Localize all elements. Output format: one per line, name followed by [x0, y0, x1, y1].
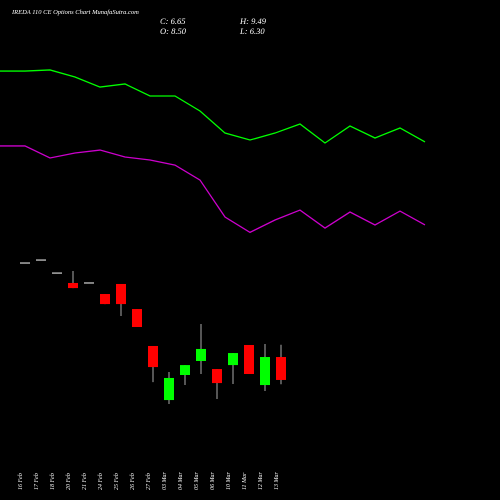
- readout: H: 9.49: [239, 16, 267, 26]
- x-tick-label: 03 Mar: [162, 472, 168, 490]
- readout-label: C:: [160, 16, 169, 26]
- candle-body: [68, 282, 78, 289]
- candle-body: [180, 365, 190, 375]
- candle-body: [100, 294, 110, 305]
- readout-value: 8.50: [171, 26, 187, 36]
- candle-body: [84, 282, 94, 284]
- candle-body: [260, 357, 270, 386]
- candle-body: [36, 259, 46, 261]
- candle-body: [228, 353, 238, 366]
- candle-body: [196, 348, 206, 361]
- x-tick-label: 24 Feb: [97, 473, 104, 490]
- readout-label: H:: [239, 16, 249, 26]
- x-tick-label: 10 Mar: [226, 472, 232, 490]
- readout-value: 6.65: [171, 16, 186, 26]
- readout-value: 9.49: [251, 16, 267, 26]
- line-series: [0, 145, 426, 234]
- readout-label: L:: [239, 26, 248, 36]
- x-tick-label: 11 Mar: [242, 472, 248, 490]
- x-tick-label: 26 Feb: [130, 473, 136, 490]
- x-tick-label: 21 Feb: [82, 473, 88, 490]
- x-tick-label: 27 Feb: [146, 473, 152, 490]
- x-tick-label: 16 Feb: [18, 473, 24, 490]
- candle-body: [116, 283, 126, 305]
- x-tick-label: 17 Feb: [34, 473, 40, 490]
- x-tick-label: 05 Mar: [194, 472, 200, 490]
- line-series: [0, 69, 426, 144]
- candle-body: [148, 345, 158, 368]
- candle-body: [132, 309, 142, 328]
- chart-title: IREDA 110 CE Options Chart MunafaSutra.c…: [11, 9, 139, 16]
- candle-body: [20, 262, 30, 264]
- x-tick-label: 18 Feb: [50, 473, 56, 490]
- candle-body: [276, 357, 286, 380]
- candle-body: [244, 344, 254, 375]
- candle-body: [52, 272, 62, 274]
- readout: L: 6.30: [239, 26, 265, 36]
- x-tick-label: 13 Mar: [274, 472, 280, 490]
- readout: O: 8.50: [160, 26, 187, 36]
- x-tick-label: 04 Mar: [177, 472, 184, 490]
- x-tick-label: 12 Mar: [258, 472, 264, 490]
- readout-label: O:: [160, 26, 169, 36]
- readout: C: 6.65: [160, 16, 186, 26]
- x-tick-label: 25 Feb: [114, 473, 120, 490]
- candle-body: [212, 369, 222, 384]
- readout-value: 6.30: [250, 26, 266, 36]
- candle-body: [164, 377, 174, 401]
- x-tick-label: 20 Feb: [66, 473, 72, 490]
- x-tick-label: 06 Mar: [210, 472, 216, 490]
